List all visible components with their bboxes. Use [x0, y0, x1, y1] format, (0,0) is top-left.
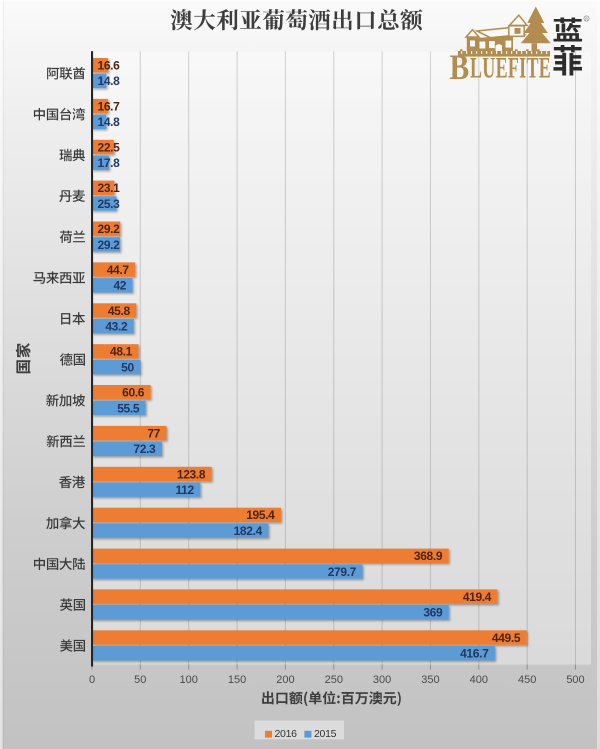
svg-text:60.6: 60.6	[122, 386, 145, 400]
svg-text:44.7: 44.7	[107, 263, 130, 277]
svg-text:123.8: 123.8	[177, 467, 206, 481]
svg-text:50: 50	[121, 360, 134, 374]
svg-text:279.7: 279.7	[328, 565, 357, 579]
svg-text:50: 50	[134, 674, 146, 686]
svg-text:77: 77	[147, 427, 160, 441]
svg-text:16.7: 16.7	[98, 99, 121, 113]
svg-text:48.1: 48.1	[110, 345, 133, 359]
svg-text:416.7: 416.7	[460, 647, 489, 661]
svg-text:14.8: 14.8	[98, 74, 121, 88]
svg-text:LUEFITE: LUEFITE	[470, 52, 551, 85]
svg-text:25.3: 25.3	[98, 197, 121, 211]
svg-text:450: 450	[518, 674, 536, 686]
svg-text:350: 350	[421, 674, 439, 686]
svg-text:200: 200	[276, 674, 294, 686]
svg-text:150: 150	[228, 674, 246, 686]
svg-text:23.1: 23.1	[98, 181, 121, 195]
svg-text:29.2: 29.2	[98, 238, 121, 252]
svg-text:100: 100	[180, 674, 198, 686]
svg-text:368.9: 368.9	[414, 549, 443, 563]
svg-text:449.5: 449.5	[492, 631, 521, 645]
svg-text:2015: 2015	[314, 728, 337, 740]
svg-text:16.6: 16.6	[98, 59, 121, 73]
svg-text:72.3: 72.3	[133, 442, 156, 456]
svg-text:2016: 2016	[275, 728, 298, 740]
svg-text:250: 250	[325, 674, 343, 686]
svg-text:182.4: 182.4	[234, 524, 263, 538]
svg-text:55.5: 55.5	[117, 401, 140, 415]
svg-text:300: 300	[373, 674, 391, 686]
svg-text:42: 42	[113, 279, 126, 293]
svg-text:R: R	[585, 16, 588, 21]
svg-text:29.2: 29.2	[98, 222, 121, 236]
svg-text:43.2: 43.2	[105, 320, 128, 334]
svg-text:419.4: 419.4	[463, 590, 492, 604]
svg-text:0: 0	[89, 674, 95, 686]
svg-text:195.4: 195.4	[246, 508, 275, 522]
svg-text:B: B	[450, 48, 470, 87]
svg-text:369: 369	[423, 606, 443, 620]
svg-text:17.8: 17.8	[98, 156, 121, 170]
svg-text:500: 500	[566, 674, 584, 686]
svg-text:45.8: 45.8	[108, 304, 131, 318]
svg-text:400: 400	[470, 674, 488, 686]
svg-text:22.5: 22.5	[98, 140, 121, 154]
svg-text:112: 112	[175, 483, 194, 497]
svg-text:14.8: 14.8	[98, 115, 121, 129]
